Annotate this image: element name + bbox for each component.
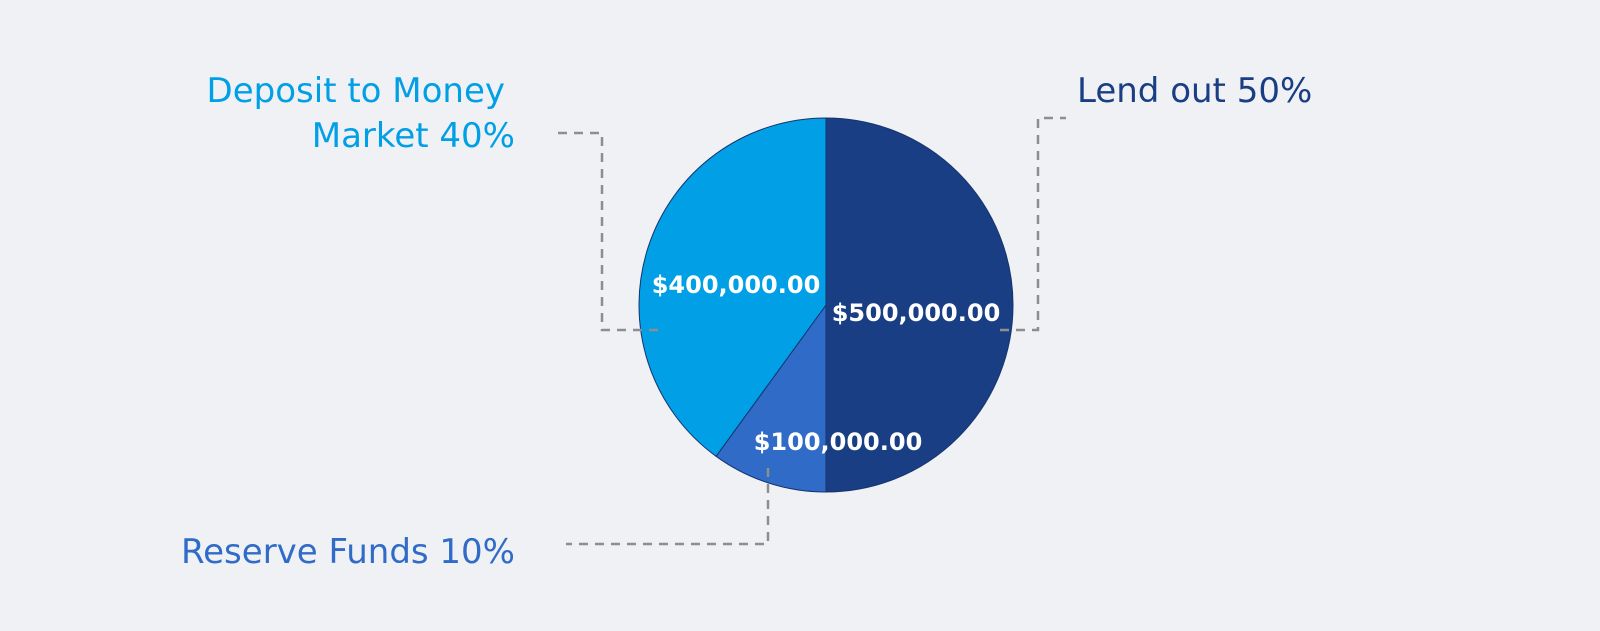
callout-reserve-funds: Reserve Funds 10%: [181, 532, 515, 572]
pie-slices: [638, 117, 1014, 493]
leader-line-reserve: [566, 468, 770, 546]
leader-line-deposit: [556, 131, 658, 332]
pie-slice-deposit: [638, 117, 827, 457]
leader-lines: [556, 116, 1066, 546]
leader-line-lend-out: [1000, 116, 1066, 332]
slice-value-label-deposit: $400,000.00: [652, 271, 821, 299]
slice-value-labels: $500,000.00 $100,000.00 $400,000.00: [652, 271, 1001, 456]
pie-slice-lend-out: [825, 117, 1014, 493]
callout-deposit-line-1: Deposit to Money: [207, 71, 505, 111]
pie-slice-reserve-funds: [715, 303, 827, 493]
slice-value-label-reserve: $100,000.00: [754, 428, 923, 456]
slice-value-label-lend-out: $500,000.00: [832, 299, 1001, 327]
slice-callout-labels: Lend out 50% Reserve Funds 10% Deposit t…: [181, 71, 1312, 572]
callout-deposit-line-2: Market 40%: [312, 116, 515, 156]
callout-lend-out: Lend out 50%: [1077, 71, 1312, 111]
